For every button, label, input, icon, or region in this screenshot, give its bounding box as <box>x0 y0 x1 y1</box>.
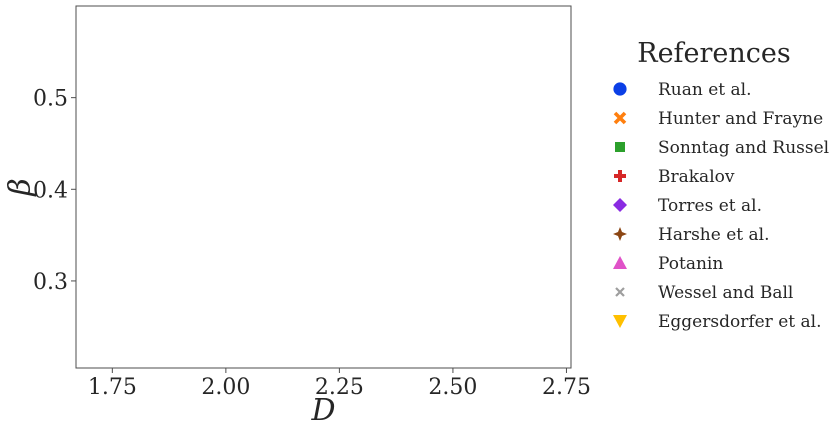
legend-marker <box>613 315 627 328</box>
y-axis-label: β <box>3 178 38 196</box>
legend-title: References <box>637 38 791 69</box>
legend-marker <box>613 227 627 241</box>
legend-entry-label: Potanin <box>658 254 723 274</box>
y-tick-label: 0.5 <box>33 87 68 112</box>
legend-marker <box>612 81 628 97</box>
legend-entry-label: Harshe et al. <box>658 225 770 245</box>
legend-entry-label: Eggersdorfer et al. <box>658 312 821 332</box>
legend-marker <box>613 198 627 212</box>
x-tick-label: 2.00 <box>201 375 250 400</box>
axes: 1.75 2.00 2.25 2.50 2.75 0.3 0.4 0.5 Dβ <box>3 5 591 428</box>
legend-entry-label: Brakalov <box>658 167 735 187</box>
legend-marker <box>615 142 625 152</box>
legend: References Ruan et al. Hunter and Frayne So… <box>612 38 829 332</box>
y-tick-label: 0.3 <box>33 270 68 295</box>
legend-entry-label: Hunter and Frayne <box>658 109 823 129</box>
legend-marker <box>613 111 627 125</box>
x-axis-label: D <box>310 393 335 428</box>
x-tick-label: 2.75 <box>542 375 591 400</box>
y-tick-label: 0.4 <box>33 178 68 203</box>
x-tick-label: 1.75 <box>88 375 137 400</box>
legend-marker <box>614 170 626 182</box>
legend-marker <box>615 287 625 297</box>
legend-marker <box>613 256 627 269</box>
plot-frame <box>75 5 572 369</box>
legend-entry-label: Torres et al. <box>658 196 762 216</box>
x-tick-label: 2.25 <box>315 375 364 400</box>
x-tick-label: 2.50 <box>428 375 477 400</box>
legend-entry-label: Ruan et al. <box>658 80 752 100</box>
legend-entry-label: Wessel and Ball <box>658 283 793 303</box>
legend-entry-label: Sonntag and Russel <box>658 138 829 158</box>
